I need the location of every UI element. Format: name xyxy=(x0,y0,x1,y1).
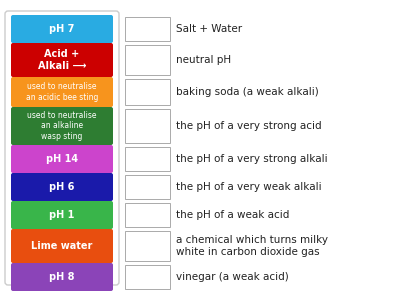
Text: a chemical which turns milky
white in carbon dioxide gas: a chemical which turns milky white in ca… xyxy=(176,235,328,257)
Text: pH 8: pH 8 xyxy=(49,272,75,282)
Text: pH 14: pH 14 xyxy=(46,154,78,164)
Text: the pH of a very weak alkali: the pH of a very weak alkali xyxy=(176,182,322,192)
Bar xyxy=(125,203,170,227)
Bar xyxy=(125,45,170,75)
Text: Salt + Water: Salt + Water xyxy=(176,24,242,34)
Bar xyxy=(125,231,170,261)
Bar xyxy=(125,17,170,41)
Text: pH 7: pH 7 xyxy=(49,24,75,34)
Text: neutral pH: neutral pH xyxy=(176,55,231,65)
FancyBboxPatch shape xyxy=(11,229,113,263)
Text: baking soda (a weak alkali): baking soda (a weak alkali) xyxy=(176,87,319,97)
Text: pH 6: pH 6 xyxy=(49,182,75,192)
FancyBboxPatch shape xyxy=(11,107,113,145)
Text: the pH of a very strong acid: the pH of a very strong acid xyxy=(176,121,322,131)
FancyBboxPatch shape xyxy=(11,201,113,229)
Bar xyxy=(125,175,170,199)
FancyBboxPatch shape xyxy=(11,43,113,77)
FancyBboxPatch shape xyxy=(11,77,113,107)
Text: Acid +
Alkali ⟶: Acid + Alkali ⟶ xyxy=(38,50,86,70)
Text: Lime water: Lime water xyxy=(31,241,93,251)
Text: vinegar (a weak acid): vinegar (a weak acid) xyxy=(176,272,289,282)
Text: the pH of a very strong alkali: the pH of a very strong alkali xyxy=(176,154,328,164)
Bar xyxy=(125,79,170,105)
FancyBboxPatch shape xyxy=(11,145,113,173)
Bar xyxy=(125,147,170,171)
Text: used to neutralise
an alkaline
wasp sting: used to neutralise an alkaline wasp stin… xyxy=(27,111,97,140)
FancyBboxPatch shape xyxy=(11,173,113,201)
Bar xyxy=(125,265,170,289)
Bar xyxy=(125,109,170,143)
Text: the pH of a weak acid: the pH of a weak acid xyxy=(176,210,289,220)
Text: pH 1: pH 1 xyxy=(49,210,75,220)
FancyBboxPatch shape xyxy=(11,15,113,43)
Text: used to neutralise
an acidic bee sting: used to neutralise an acidic bee sting xyxy=(26,82,98,101)
FancyBboxPatch shape xyxy=(5,11,119,285)
FancyBboxPatch shape xyxy=(11,263,113,291)
